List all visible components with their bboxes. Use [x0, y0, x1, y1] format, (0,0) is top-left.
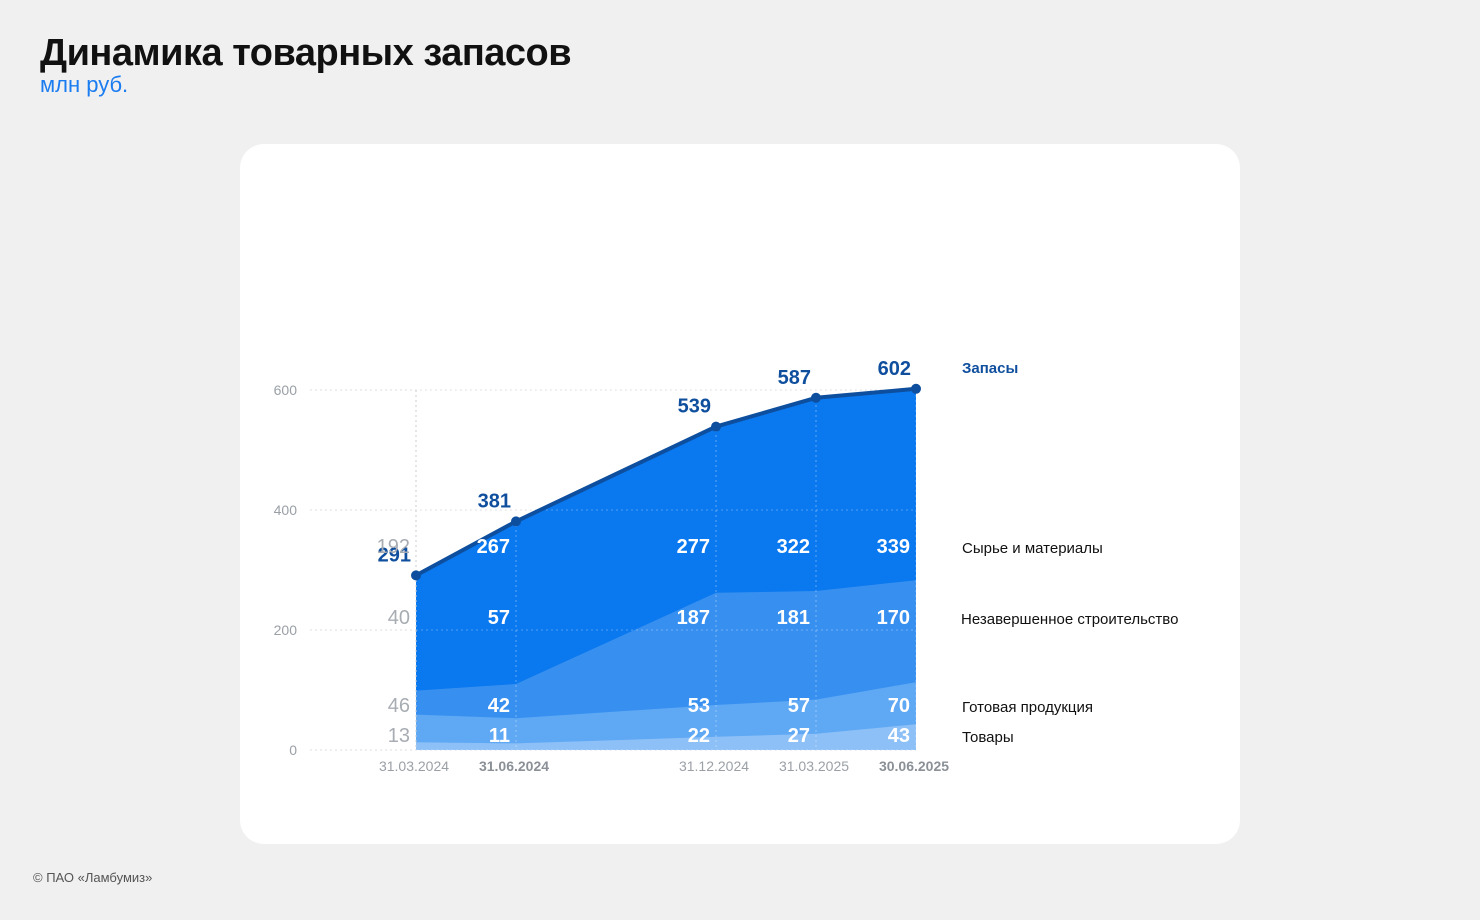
total-value-label: 291: [378, 544, 411, 566]
total-value-label: 602: [878, 358, 911, 380]
value-label-wip: 181: [777, 607, 810, 629]
value-label-raw-materials: 322: [777, 536, 810, 558]
total-point: [911, 383, 921, 394]
value-label-wip: 40: [388, 607, 410, 629]
total-value-label: 539: [678, 396, 711, 418]
total-value-label: 381: [478, 490, 511, 512]
legend-total: Запасы: [962, 360, 1018, 377]
total-point: [511, 516, 521, 527]
x-tick-label: 31.03.2025: [779, 758, 849, 774]
chart-card: 0 200 400 600 291 381 539 587 602 13 11 22 27 43 46 42 5…: [240, 144, 1240, 844]
x-tick-label: 31.06.2024: [479, 758, 549, 774]
value-label-finished-goods: 46: [388, 695, 410, 717]
legend-goods: Товары: [962, 729, 1014, 746]
value-label-wip: 57: [488, 607, 510, 629]
area-finished-goods: [416, 682, 916, 750]
value-label-goods: 13: [388, 725, 410, 747]
value-label-wip: 170: [877, 607, 910, 629]
value-label-finished-goods: 42: [488, 695, 510, 717]
value-label-goods: 27: [788, 725, 810, 747]
value-label-raw-materials: 192: [377, 536, 410, 558]
value-label-goods: 22: [688, 725, 710, 747]
inventory-area-chart: 0 200 400 600 291 381 539 587 602 13 11 22 27 43 46 42 5…: [274, 358, 1179, 774]
page-title: Динамика товарных запасов: [40, 32, 572, 74]
y-tick-label: 400: [274, 502, 298, 518]
value-label-goods: 43: [888, 725, 910, 747]
total-value-label: 587: [778, 367, 811, 389]
area-goods: [416, 724, 916, 750]
x-tick-label: 31.03.2024: [379, 758, 449, 774]
x-tick-label: 30.06.2025: [879, 758, 949, 774]
value-label-raw-materials: 267: [477, 536, 510, 558]
value-label-raw-materials: 277: [677, 536, 710, 558]
value-label-raw-materials: 339: [877, 536, 910, 558]
value-label-finished-goods: 70: [888, 695, 910, 717]
x-tick-label: 31.12.2024: [679, 758, 749, 774]
total-point: [711, 421, 721, 432]
total-point: [811, 392, 821, 403]
page-subtitle: млн руб.: [40, 72, 129, 97]
y-tick-label: 600: [274, 382, 298, 398]
legend-raw-materials: Сырье и материалы: [962, 540, 1103, 557]
value-label-goods: 11: [489, 725, 510, 747]
y-tick-label: 0: [289, 742, 297, 758]
value-label-finished-goods: 53: [688, 695, 710, 717]
total-point: [411, 570, 421, 581]
value-label-wip: 187: [677, 607, 710, 629]
value-label-finished-goods: 57: [788, 695, 810, 717]
copyright-footer: © ПАО «Ламбумиз»: [33, 870, 153, 885]
legend-finished-goods: Готовая продукция: [962, 699, 1093, 716]
legend-wip: Незавершенное строительство: [961, 611, 1178, 628]
y-tick-label: 200: [274, 622, 298, 638]
